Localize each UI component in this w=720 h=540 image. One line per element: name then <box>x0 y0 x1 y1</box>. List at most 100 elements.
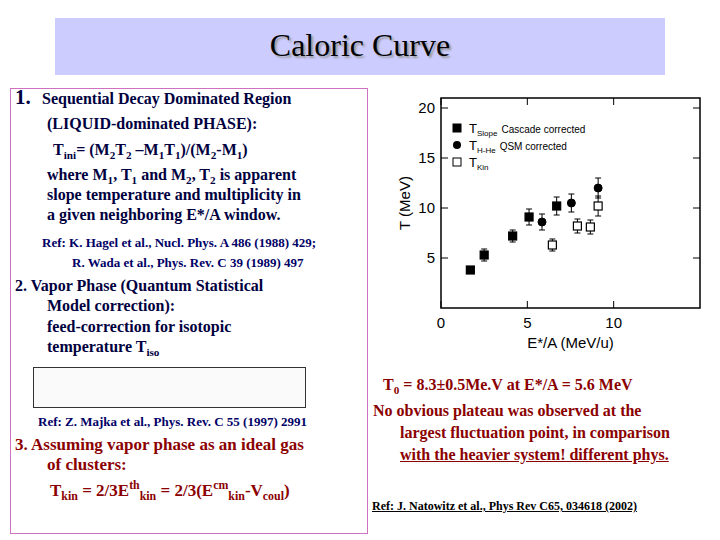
text-segment: )/(M <box>181 141 211 158</box>
error-cap <box>539 214 545 215</box>
text-segment: -V <box>245 481 263 500</box>
x-tick-label: 10 <box>605 314 622 331</box>
text-segment: slope temperature and multiplicity in <box>47 186 301 203</box>
subscript: 2 <box>210 174 216 186</box>
y-tick-right <box>693 108 700 109</box>
subscript: ini <box>64 149 76 161</box>
data-point <box>567 199 575 207</box>
slide: Caloric Curve 1. Sequential Decay Dominate… <box>0 0 720 540</box>
subscript: 2 <box>110 149 116 161</box>
error-cap <box>595 216 601 217</box>
text-segment: T <box>53 141 64 158</box>
data-point <box>594 202 602 210</box>
text-line: (LIQUID-dominated PHASE): <box>47 115 257 133</box>
chart: 05105101520E*/A (MeV/u)T (MeV)TSlopeCasc… <box>0 0 720 540</box>
text-segment: = (M <box>76 141 110 158</box>
text-segment: Ref: Z. Majka et al., Phys. Rev. C 55 (1… <box>38 414 307 429</box>
x-tick <box>613 301 614 308</box>
error-cap <box>549 251 555 252</box>
text-segment: Sequential Decay Dominated Region <box>42 90 291 107</box>
text-line: Ref: J. Natowitz et al., Phys Rev C65, 0… <box>372 499 637 514</box>
error-cap <box>510 242 516 243</box>
y-tick-label: 5 <box>427 249 435 266</box>
text-line: Tini= (M2T2 –M1T1)/(M2-M1) <box>53 141 248 161</box>
data-point <box>466 266 474 274</box>
text-line: 1. <box>15 85 31 110</box>
y-tick <box>441 108 448 109</box>
x-tick-label: 0 <box>437 314 445 331</box>
x-tick <box>441 301 442 308</box>
superscript: th <box>129 478 140 492</box>
superscript: cm <box>213 478 228 492</box>
text-segment: , T <box>192 166 210 183</box>
text-line: 3. Assuming vapor phase as an ideal gas <box>15 435 304 455</box>
subscript: 1 <box>237 149 243 161</box>
text-segment: ) <box>242 141 247 158</box>
text-segment: largest fluctuation point, in comparison <box>400 424 670 441</box>
text-line: T0 = 8.3±0.5Me.V at E*/A = 5.6 MeV <box>383 376 633 396</box>
subscript: 2 <box>186 174 192 186</box>
text-segment: No obvious plateau was observed at the <box>373 402 641 419</box>
text-segment: (LIQUID-dominated PHASE): <box>47 115 257 132</box>
y-tick-label: 10 <box>418 199 435 216</box>
text-segment: R. Wada et al., Phys. Rev. C 39 (1989) 4… <box>72 255 304 270</box>
formula-box <box>33 367 306 408</box>
y-tick-right <box>693 208 700 209</box>
text-segment: T <box>115 141 126 158</box>
text-segment: = 8.3±0.5Me.V at E*/A = 5.6 MeV <box>399 376 632 393</box>
title-box: Caloric Curve <box>55 18 665 75</box>
error-cap <box>510 230 516 231</box>
data-point <box>509 232 517 240</box>
subscript: 1 <box>132 174 138 186</box>
data-point <box>573 222 581 230</box>
subscript: 0 <box>394 384 400 396</box>
x-tick-label: 5 <box>523 314 531 331</box>
subscript: kin <box>228 489 245 503</box>
legend-label: TKin <box>469 155 489 172</box>
error-cap <box>526 209 532 210</box>
text-segment: Ref: K. Hagel et al., Nucl. Phys. A 486 … <box>42 235 316 250</box>
text-line: of clusters: <box>47 455 127 475</box>
text-line: R. Wada et al., Phys. Rev. C 39 (1989) 4… <box>72 255 304 271</box>
text-segment: = 2/3(E <box>156 481 213 500</box>
text-line: Tkin = 2/3Ethkin = 2/3(Ecmkin-Vcoul) <box>50 478 290 504</box>
text-segment: T <box>164 141 175 158</box>
error-cap <box>554 197 560 198</box>
text-segment: = 2/3E <box>78 481 129 500</box>
text-segment: Model correction): <box>47 297 175 314</box>
x-tick-top <box>613 98 614 105</box>
legend-note: QSM corrected <box>500 141 567 152</box>
data-point <box>538 218 546 226</box>
text-line: Ref: K. Hagel et al., Nucl. Phys. A 486 … <box>42 235 316 251</box>
error-cap <box>481 261 487 262</box>
data-point <box>594 184 602 192</box>
error-cap <box>549 239 555 240</box>
text-line: slope temperature and multiplicity in <box>47 186 301 204</box>
text-line: temperature Tiso <box>47 338 159 358</box>
error-cap <box>539 230 545 231</box>
error-cap <box>595 178 601 179</box>
text-line: No obvious plateau was observed at the <box>373 402 641 420</box>
error-cap <box>568 194 574 195</box>
error-cap <box>595 196 601 197</box>
y-tick <box>441 208 448 209</box>
error-cap <box>574 233 580 234</box>
text-segment: and M <box>137 166 186 183</box>
subscript: iso <box>146 346 159 358</box>
text-segment: 1. <box>15 85 31 109</box>
error-cap <box>481 249 487 250</box>
text-segment: is apparent <box>216 166 297 183</box>
error-cap <box>587 234 593 235</box>
y-tick <box>441 258 448 259</box>
text-line: where M1, T1 and M2, T2 is apparent <box>47 166 296 186</box>
text-segment: ) <box>284 481 290 500</box>
text-segment: with the heavier system! different phys. <box>400 446 669 463</box>
subscript: 2 <box>211 149 217 161</box>
subscript: kin <box>61 489 78 503</box>
subscript: coul <box>263 489 284 503</box>
legend-symbol <box>453 158 461 166</box>
data-point <box>525 213 533 221</box>
y-tick-right <box>693 258 700 259</box>
legend-label: TSlope <box>469 121 498 138</box>
subscript: 1 <box>108 174 114 186</box>
